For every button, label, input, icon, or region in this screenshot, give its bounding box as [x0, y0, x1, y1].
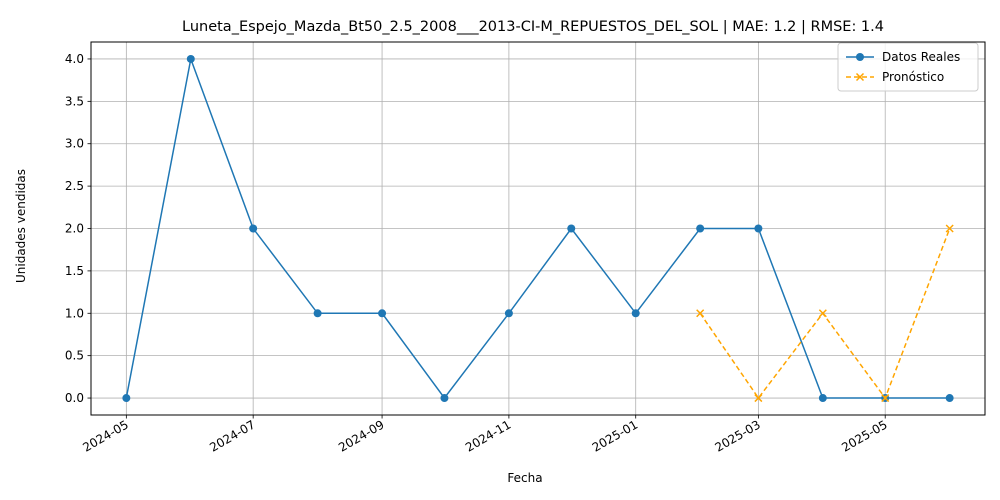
data-point: [440, 394, 449, 403]
x-tick-label: 2024-09: [336, 417, 386, 454]
series-line-datos-reales: [125, 56, 950, 400]
series-layer: [122, 54, 954, 403]
y-tick-label: 2.5: [65, 179, 84, 193]
y-tick-label: 3.5: [65, 94, 84, 108]
data-point: [754, 224, 763, 233]
x-tick-label: 2025-03: [712, 417, 762, 454]
legend: Datos Reales Pronóstico: [837, 42, 979, 92]
y-tick-label: 1.0: [65, 306, 84, 320]
data-point: [945, 224, 954, 233]
y-axis-label: Unidades vendidas: [14, 169, 28, 283]
x-tick-label: 2025-05: [839, 417, 889, 454]
legend-label-datos-reales: Datos Reales: [882, 50, 960, 64]
data-point: [945, 394, 954, 403]
x-tick-label: 2025-01: [590, 417, 640, 454]
x-axis-label: Fecha: [507, 471, 542, 485]
x-tick-label: 2024-11: [463, 417, 513, 454]
data-point: [818, 394, 827, 403]
y-tick-label: 1.5: [65, 264, 84, 278]
x-tick-label: 2024-05: [80, 417, 130, 454]
y-tick-label: 0.0: [65, 391, 84, 405]
y-axis: 0.0 0.5 1.0 1.5 2.0 2.5 3.0 3.5 4.0: [65, 52, 91, 405]
grid-layer: [91, 42, 985, 415]
data-point: [631, 309, 640, 318]
legend-marker-datos-reales: [856, 53, 864, 61]
y-tick-label: 2.0: [65, 222, 84, 236]
data-point: [122, 394, 131, 403]
data-point: [696, 224, 705, 233]
data-point: [186, 54, 195, 63]
data-point: [378, 309, 387, 318]
y-tick-label: 3.0: [65, 137, 84, 151]
legend-label-pronostico: Pronóstico: [882, 70, 944, 84]
legend-marker-pronostico: [855, 72, 865, 82]
chart-title: Luneta_Espejo_Mazda_Bt50_2.5_2008___2013…: [182, 19, 884, 35]
data-point: [754, 394, 763, 403]
data-point: [818, 309, 827, 318]
data-point: [249, 224, 258, 233]
data-point: [313, 309, 322, 318]
data-point: [504, 309, 513, 318]
data-point: [696, 309, 705, 318]
data-point: [881, 394, 890, 403]
y-tick-label: 0.5: [65, 349, 84, 363]
legend-box: [837, 42, 979, 92]
x-tick-label: 2024-07: [207, 417, 257, 454]
series-pronostico: [696, 224, 954, 403]
y-tick-label: 4.0: [65, 52, 84, 66]
data-point: [567, 224, 576, 233]
x-axis: 2024-05 2024-07 2024-09 2024-11 2025-01 2025-…: [80, 415, 890, 455]
